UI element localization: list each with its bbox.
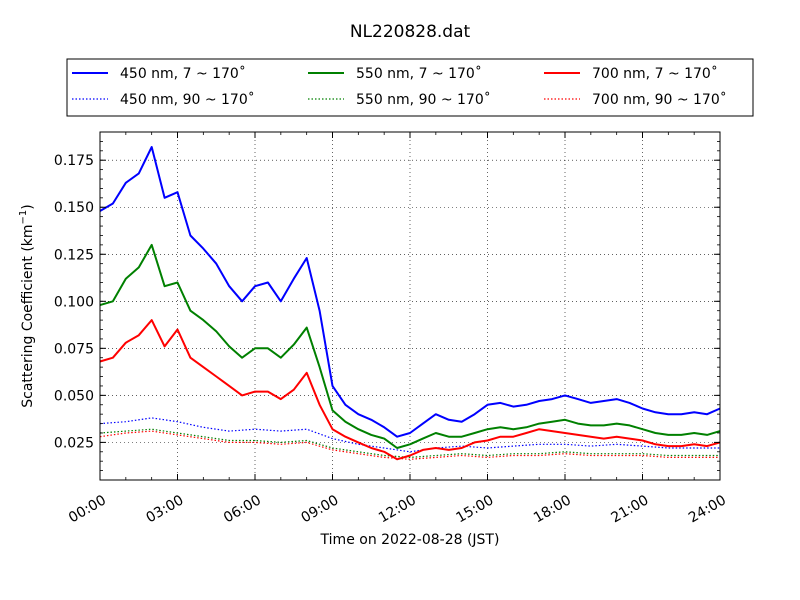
y-tick-label: 0.125	[54, 247, 94, 263]
x-tick-label: 12:00	[376, 492, 419, 526]
y-tick-label: 0.075	[54, 341, 94, 357]
y-tick-label: 0.100	[54, 294, 94, 310]
series-line-3	[99, 319, 721, 461]
y-axis-label-main: Scattering Coefficient (km	[20, 224, 36, 407]
legend-label: 700 nm, 90 ~ 170˚	[592, 91, 727, 108]
legend-label: 700 nm, 7 ~ 170˚	[592, 65, 718, 82]
grid	[100, 132, 720, 480]
x-tick-label: 00:00	[66, 492, 109, 526]
y-tick-label: 0.025	[54, 435, 94, 451]
y-tick-label: 0.150	[54, 200, 94, 216]
x-tick-label: 03:00	[144, 492, 187, 526]
y-tick-label: 0.050	[54, 388, 94, 404]
series-line-5	[99, 428, 720, 458]
series-layer	[99, 146, 721, 461]
legend: 450 nm, 7 ~ 170˚ 550 nm, 7 ~ 170˚ 700 nm, …	[66, 58, 754, 117]
x-tick-label: 15:00	[454, 492, 497, 526]
legend-label: 550 nm, 90 ~ 170˚	[356, 91, 491, 108]
legend-label: 450 nm, 7 ~ 170˚	[120, 65, 246, 82]
x-tick-label: 06:00	[221, 492, 264, 526]
x-tick-label: 18:00	[531, 492, 574, 526]
series-line-6	[99, 430, 720, 460]
chart-title: NL220828.dat	[350, 22, 471, 42]
series-line-4	[99, 417, 720, 453]
series-line-2	[99, 243, 721, 449]
y-tick-label: 0.175	[54, 153, 94, 169]
legend-box	[66, 58, 754, 117]
x-tick-label: 21:00	[609, 492, 652, 526]
x-axis-label: Time on 2022-08-28 (JST)	[320, 532, 500, 548]
y-axis-label-sup: −1	[18, 210, 29, 225]
x-tick-label: 09:00	[299, 492, 342, 526]
x-tick-label: 24:00	[686, 492, 729, 526]
legend-label: 450 nm, 90 ~ 170˚	[120, 91, 255, 108]
y-axis-label-close: )	[20, 204, 36, 209]
y-axis-label: Scattering Coefficient (km−1)	[18, 204, 36, 408]
legend-label: 550 nm, 7 ~ 170˚	[356, 65, 482, 82]
series-line-1	[99, 146, 721, 438]
